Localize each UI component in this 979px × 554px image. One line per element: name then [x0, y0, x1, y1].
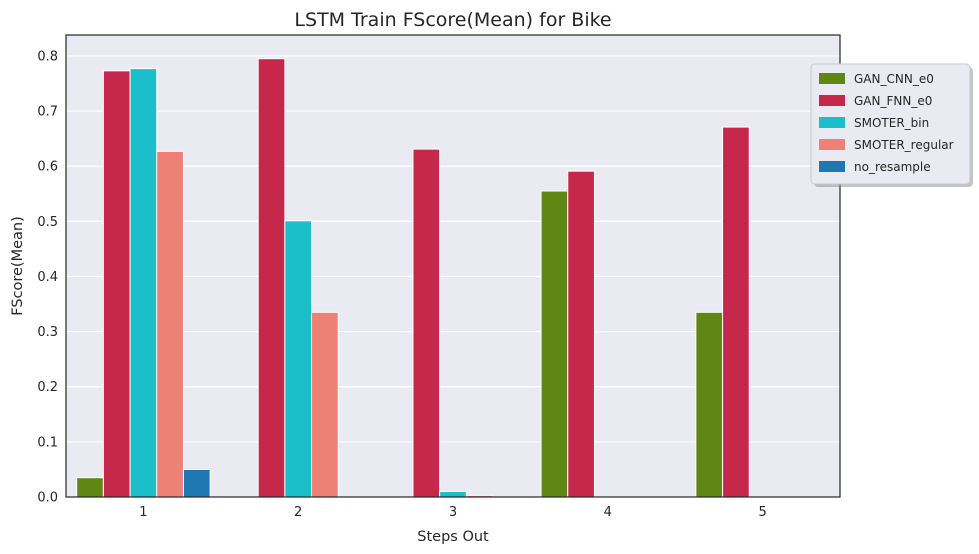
bar-GAN_CNN_e0-1 — [76, 477, 104, 498]
bar-SMOTER_regular-2 — [311, 311, 339, 498]
legend-label-SMOTER_regular: SMOTER_regular — [854, 138, 954, 152]
x-tick-label: 1 — [139, 505, 147, 520]
bar-GAN_CNN_e0-4 — [540, 190, 569, 498]
legend-swatch-SMOTER_bin — [819, 117, 845, 128]
legend: GAN_CNN_e0 GAN_FNN_e0 SMOTER_bin SMOTER_reg… — [810, 63, 973, 187]
y-axis-label: FScore(Mean) — [10, 216, 26, 316]
bar-GAN_FNN_e0-5 — [722, 126, 750, 498]
legend-label-no_resample: no_resample — [854, 160, 931, 174]
y-tick-label: 0.1 — [37, 435, 58, 450]
bar-SMOTER_bin-2 — [284, 220, 313, 498]
x-tick-label: 5 — [758, 505, 766, 520]
legend-swatch-GAN_CNN_e0 — [819, 73, 845, 84]
legend-swatch-GAN_FNN_e0 — [819, 95, 845, 106]
bar-GAN_CNN_e0-5 — [695, 311, 724, 498]
legend-swatch-SMOTER_regular — [819, 139, 845, 150]
y-tick-label: 0.6 — [37, 160, 58, 175]
y-tick-label: 0.0 — [37, 491, 58, 506]
legend-label-GAN_FNN_e0: GAN_FNN_e0 — [854, 94, 932, 108]
y-axis-ticks: 0.0 0.1 0.2 0.3 0.4 0.5 0.6 0.7 0.8 — [37, 49, 58, 505]
bar-SMOTER_bin-1 — [129, 68, 158, 498]
y-tick-label: 0.8 — [37, 49, 58, 64]
plot-frame — [65, 34, 841, 498]
bar-GAN_FNN_e0-3 — [412, 148, 441, 498]
bar-GAN_FNN_e0-1 — [102, 70, 131, 498]
legend-label-SMOTER_bin: SMOTER_bin — [854, 116, 929, 130]
bars — [76, 58, 750, 498]
y-tick-label: 0.3 — [37, 325, 58, 340]
bar-SMOTER_bin-3 — [439, 490, 467, 498]
x-axis-ticks: 1 2 3 4 5 — [139, 505, 766, 520]
legend-label-GAN_CNN_e0: GAN_CNN_e0 — [854, 72, 934, 86]
bar-GAN_FNN_e0-2 — [257, 58, 286, 498]
legend-box — [810, 63, 971, 185]
legend-swatch-no_resample — [819, 161, 845, 172]
y-tick-label: 0.5 — [37, 215, 58, 230]
x-tick-label: 3 — [449, 505, 457, 520]
x-axis-label: Steps Out — [417, 529, 489, 545]
y-tick-label: 0.7 — [37, 105, 58, 120]
y-tick-label: 0.4 — [37, 270, 58, 285]
bar-GAN_FNN_e0-4 — [567, 170, 595, 498]
y-tick-label: 0.2 — [37, 380, 58, 395]
bar-no_resample-1 — [182, 468, 211, 498]
x-tick-label: 4 — [604, 505, 612, 520]
x-tick-label: 2 — [294, 505, 302, 520]
bar-SMOTER_regular-1 — [156, 150, 184, 498]
chart-title: LSTM Train FScore(Mean) for Bike — [294, 9, 611, 31]
